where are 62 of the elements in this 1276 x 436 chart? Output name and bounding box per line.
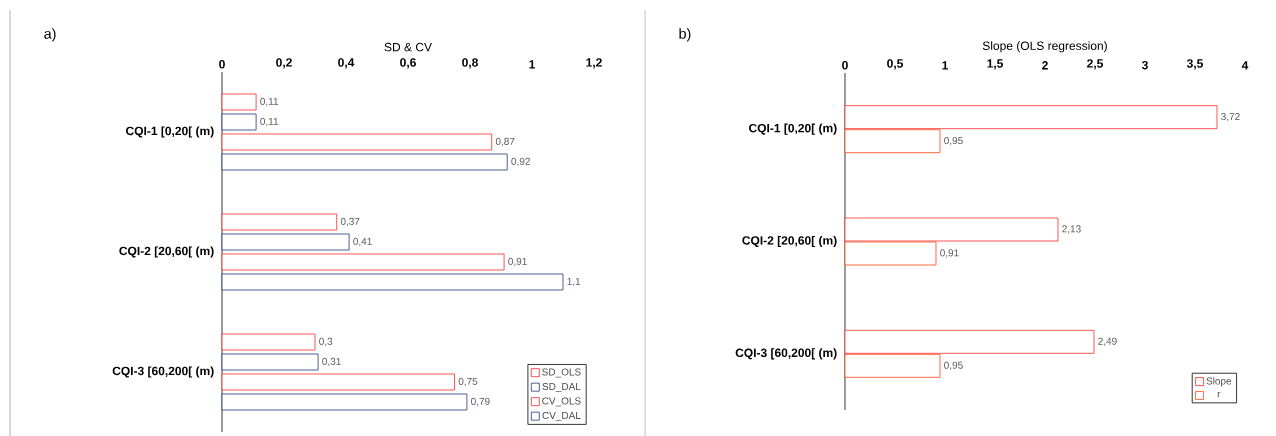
bar bbox=[221, 273, 564, 291]
bar bbox=[221, 133, 493, 151]
bar bbox=[221, 113, 257, 131]
x-tick-label: 1 bbox=[529, 60, 536, 69]
data-label: 0,79 bbox=[471, 397, 490, 407]
data-label: 0,11 bbox=[260, 97, 279, 107]
bar bbox=[221, 213, 338, 231]
legend-label: Slope bbox=[1206, 377, 1232, 387]
bar bbox=[221, 353, 319, 371]
data-label: 3,72 bbox=[1221, 113, 1240, 122]
x-tick-label: 2,5 bbox=[1087, 59, 1103, 70]
y-tick-label: CQI-3 [60,200[ (m) bbox=[112, 366, 214, 378]
bar bbox=[221, 393, 468, 411]
x-tick-label: 1,2 bbox=[586, 58, 602, 69]
x-tick-label: 0,4 bbox=[338, 58, 355, 69]
data-label: 0,75 bbox=[458, 377, 478, 387]
text: a) bbox=[44, 28, 56, 42]
data-label: 0,91 bbox=[940, 249, 959, 258]
legend-label: CV_OLS bbox=[542, 397, 581, 407]
x-axis-title: SD & CV bbox=[384, 42, 432, 52]
y-tick-label: CQI-2 [20,60[ (m) bbox=[119, 246, 214, 258]
x-tick-label: 0,6 bbox=[400, 58, 416, 69]
data-label: 1,1 bbox=[567, 277, 581, 287]
x-tick-label: 0,8 bbox=[462, 58, 478, 69]
data-label: 0,87 bbox=[495, 137, 515, 147]
y-tick-label: CQI-1 [0,20[ (m) bbox=[126, 126, 214, 138]
bar bbox=[221, 233, 350, 251]
data-label: 0,91 bbox=[508, 257, 527, 267]
data-label: 0,95 bbox=[944, 137, 963, 146]
x-tick-label: 3 bbox=[1141, 60, 1148, 70]
data-label: 0,3 bbox=[319, 337, 333, 347]
legend-label: SD_OLS bbox=[542, 368, 581, 378]
data-label: 0,92 bbox=[511, 157, 530, 167]
legend-label: r bbox=[1217, 391, 1221, 398]
bar bbox=[221, 253, 505, 271]
y-tick-label: CQI-2 [20,60[ (m) bbox=[742, 235, 837, 248]
data-label: 0,95 bbox=[944, 361, 963, 370]
x-tick-label: 0,5 bbox=[887, 59, 903, 70]
bar bbox=[221, 373, 455, 391]
text: b) bbox=[679, 28, 691, 42]
legend-label: SD_DAL bbox=[542, 382, 581, 392]
y-tick-label: CQI-3 [60,200[ (m) bbox=[735, 348, 837, 360]
data-label: 0,41 bbox=[353, 237, 372, 247]
data-label: 2,13 bbox=[1062, 225, 1081, 234]
data-label: 2,49 bbox=[1098, 337, 1117, 346]
legend-label: CV_DAL bbox=[542, 411, 581, 421]
data-label: 0,11 bbox=[260, 117, 279, 127]
x-tick-label: 2 bbox=[1042, 61, 1048, 70]
y-tick-label: CQI-1 [0,20[ (m) bbox=[749, 123, 837, 135]
data-label: 0,37 bbox=[340, 217, 360, 227]
x-axis-title: Slope (OLS regression) bbox=[982, 41, 1107, 53]
bar bbox=[221, 93, 257, 111]
data-label: 0,31 bbox=[322, 357, 341, 367]
bar bbox=[221, 333, 316, 351]
x-tick-label: 0,2 bbox=[276, 58, 292, 69]
bar bbox=[221, 153, 508, 171]
x-tick-label: 1,5 bbox=[987, 59, 1003, 70]
x-tick-label: 1 bbox=[942, 61, 948, 70]
x-tick-label: 0 bbox=[842, 60, 848, 70]
x-tick-label: 4 bbox=[1241, 61, 1249, 70]
x-tick-label: 3,5 bbox=[1186, 59, 1203, 70]
x-tick-label: 0 bbox=[219, 59, 225, 69]
